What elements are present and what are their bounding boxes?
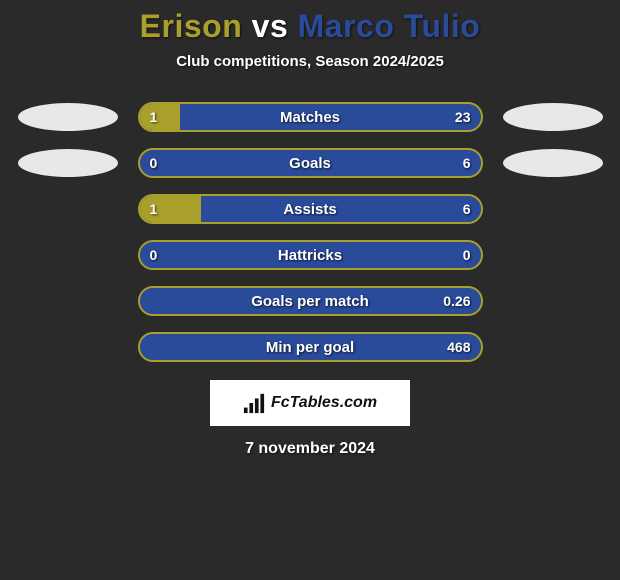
stat-value-left: 1 [150,196,158,222]
subtitle: Club competitions, Season 2024/2025 [176,53,444,70]
stat-row: Hattricks0 0 [0,240,620,270]
stat-bar: Hattricks0 0 [138,240,483,270]
stat-value-right: 0 [463,242,471,268]
stat-label: Goals per match [140,288,481,314]
stat-row: Matches1 23 [0,102,620,132]
logo-box: FcTables.com [210,380,410,426]
stat-row: Min per goal468 [0,332,620,362]
stat-bar: Min per goal468 [138,332,483,362]
stat-row: Goals0 6 [0,148,620,178]
stat-label: Hattricks [140,242,481,268]
comparison-title: Erison vs Marco Tulio [140,8,481,45]
stat-value-right: 468 [447,334,470,360]
player1-name: Erison [140,8,243,44]
stat-rows: Matches123Goals06Assists16Hattricks00Goa… [0,102,620,362]
player1-oval [18,103,118,131]
player2-oval [503,149,603,177]
stat-row: Assists1 6 [0,194,620,224]
stat-value-left: 0 [150,150,158,176]
stat-value-left: 1 [150,104,158,130]
stat-value-right: 0.26 [443,288,470,314]
date-label: 7 november 2024 [245,440,375,458]
logo-text: FcTables.com [271,394,377,412]
player1-oval [18,149,118,177]
stat-bar: Goals per match0.26 [138,286,483,316]
stat-value-right: 23 [455,104,471,130]
player2-name: Marco Tulio [298,8,481,44]
stat-label: Min per goal [140,334,481,360]
stat-label: Assists [140,196,481,222]
stat-bar: Assists1 6 [138,194,483,224]
stat-value-right: 6 [463,196,471,222]
stat-label: Matches [140,104,481,130]
stat-value-right: 6 [463,150,471,176]
stat-bar: Goals0 6 [138,148,483,178]
vs-label: vs [252,8,289,44]
stat-row: Goals per match0.26 [0,286,620,316]
player2-oval [503,103,603,131]
stat-value-left: 0 [150,242,158,268]
fctables-icon [243,392,265,414]
stat-label: Goals [140,150,481,176]
stat-bar: Matches1 23 [138,102,483,132]
